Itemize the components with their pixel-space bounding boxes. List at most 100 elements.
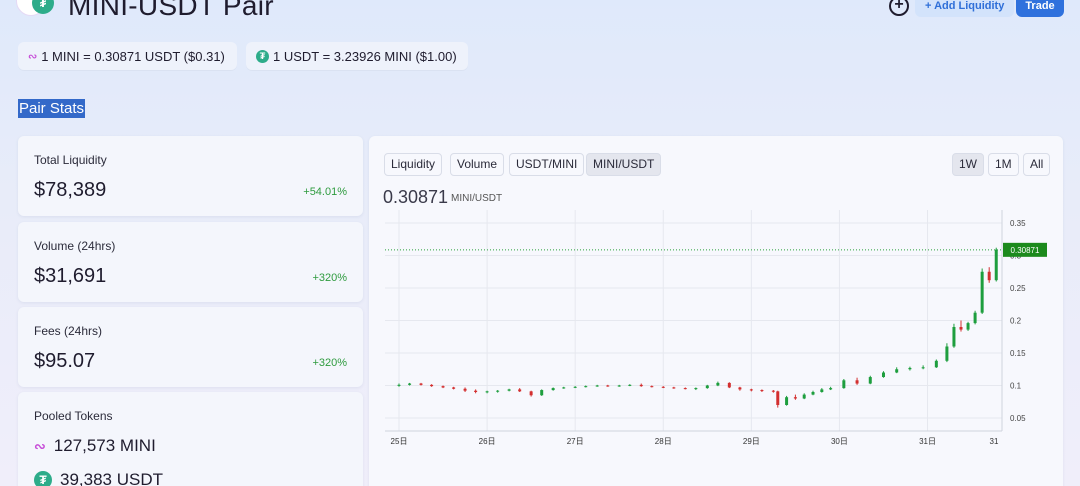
usdt-token-icon: ₮ [34,471,52,486]
total-liquidity-card: Total Liquidity $78,389 +54.01% [18,136,363,216]
candle-body [705,385,709,389]
pooled-usdt-value: 39,383 USDT [60,470,163,486]
page-title: MINI-USDT Pair [68,0,274,21]
candle-body [771,390,775,392]
x-tick-label: 26日 [479,437,496,446]
candle-body [485,391,489,393]
stat-label: Fees (24hrs) [34,324,103,338]
pair-logo: ₮ [16,0,56,26]
candle-body [628,384,632,386]
mini-token-icon: ∾ [34,437,46,454]
candle-body [441,386,445,388]
mini-price-pill[interactable]: ∾ 1 MINI = 0.30871 USDT ($0.31) [18,42,237,70]
candle-body [908,367,912,370]
pooled-mini-value: 127,573 MINI [53,436,156,455]
candle-body [496,390,500,392]
y-tick-label: 0.1 [1010,382,1022,391]
candle-body [661,386,665,388]
mini-token-icon: ∾ [28,50,38,63]
range-all[interactable]: All [1023,153,1051,176]
candle-body [868,377,872,384]
mini-price-text: 1 MINI = 0.30871 USDT ($0.31) [41,48,225,64]
chart-panel: Liquidity Volume USDT/MINI MINI/USDT 1W … [369,136,1063,486]
stat-value: $31,691 [34,265,107,287]
candle-body [551,388,555,391]
candle-body [895,369,899,373]
section-title: Pair Stats [18,99,86,118]
pooled-usdt-row: ₮ 39,383 USDT [34,470,163,486]
candle-body [694,388,698,390]
candle-body [540,390,544,396]
candle-body [463,388,467,391]
tab-volume[interactable]: Volume [450,153,505,176]
candle-body [959,327,963,330]
range-1m[interactable]: 1M [988,153,1019,176]
candle-body [562,387,566,389]
volume-card: Volume (24hrs) $31,691 +320% [18,222,363,302]
candle-body [776,391,780,405]
candle-body [921,367,925,369]
tab-usdt-mini[interactable]: USDT/MINI [509,153,585,176]
current-price: 0.30871 [383,187,449,207]
x-tick-label: 25日 [391,437,408,446]
candle-body [966,323,970,330]
candle-body [452,387,456,389]
candle-body [829,388,833,390]
candle-body [952,327,956,347]
candle-body [672,387,676,389]
current-price-tag-label: 0.30871 [1011,246,1040,255]
candle-body [584,386,588,388]
stat-label: Total Liquidity [34,153,107,167]
x-tick-label: 31 [990,437,999,446]
y-tick-label: 0.25 [1010,284,1026,293]
stat-change: +54.01% [303,186,347,198]
x-tick-label: 28日 [655,437,672,446]
candle-body [727,382,731,388]
current-price-tag [1003,242,1047,257]
add-liquidity-button[interactable]: + Add Liquidity [915,0,1015,17]
candle-body [639,384,643,387]
candle-body [529,391,533,396]
candle-body [811,392,815,395]
tab-mini-usdt[interactable]: MINI/USDT [586,153,662,176]
x-tick-label: 29日 [743,437,760,446]
usdt-price-text: 1 USDT = 3.23926 MINI ($1.00) [273,48,457,64]
candle-body [419,383,423,385]
candle-body [785,397,789,405]
candle-body [945,346,949,361]
candle-body [518,389,522,392]
add-token-plus-icon[interactable]: + [889,0,909,16]
stat-label: Volume (24hrs) [34,239,116,253]
y-tick-label: 0.15 [1010,349,1026,358]
candle-body [855,380,859,384]
candle-body [802,394,806,399]
range-1w[interactable]: 1W [952,153,984,176]
candle-body [573,386,577,388]
tab-liquidity[interactable]: Liquidity [384,153,443,176]
candle-body [934,360,938,368]
candle-body [820,389,824,392]
candle-body [980,271,984,313]
candle-body [650,386,654,388]
candle-body [738,387,742,390]
y-tick-label: 0.35 [1010,219,1026,228]
candle-body [617,385,621,387]
candle-body [793,397,797,399]
candle-body [474,390,478,392]
candle-body [716,382,720,386]
candle-body [881,372,885,378]
candle-body [842,380,846,389]
usdt-price-pill[interactable]: ₮ 1 USDT = 3.23926 MINI ($1.00) [246,42,468,70]
stat-change: +320% [312,272,347,284]
candle-body [430,384,434,387]
stat-value: $95.07 [34,350,96,372]
candle-body [595,385,599,387]
x-tick-label: 31日 [919,437,936,446]
candle-body [683,388,687,390]
candle-body [987,271,991,281]
y-tick-label: 0.05 [1010,414,1026,423]
trade-button[interactable]: Trade [1016,0,1064,17]
candle-body [606,385,610,387]
candle-body [397,384,401,386]
price-chart[interactable]: 0.350.30.250.20.150.10.0525日26日27日28日29日… [369,206,1063,456]
